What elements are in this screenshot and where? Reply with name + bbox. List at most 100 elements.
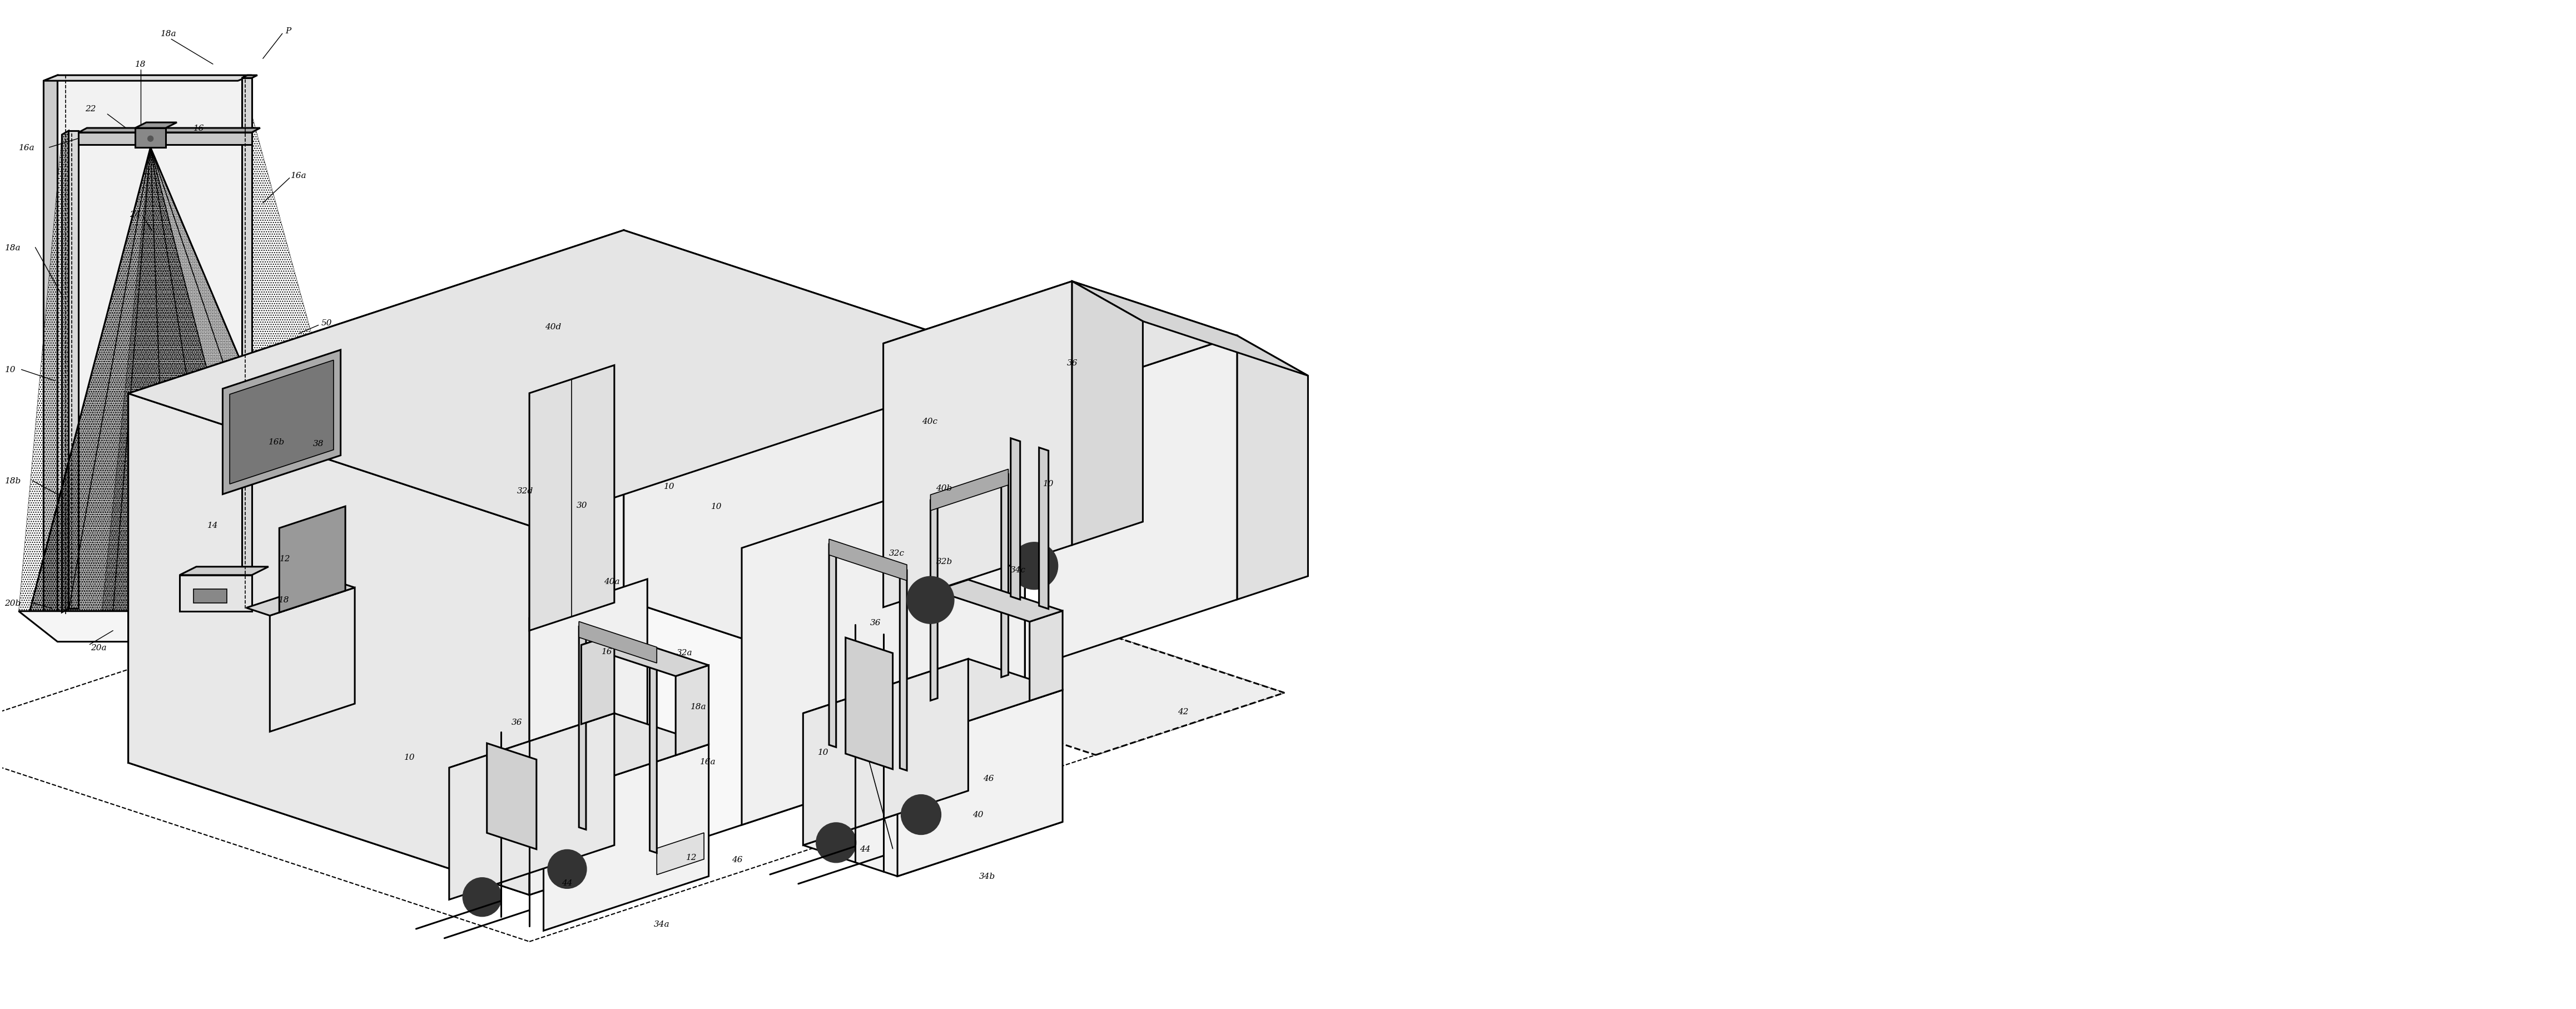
Text: 50: 50: [322, 319, 332, 327]
Text: 10: 10: [819, 749, 829, 756]
Polygon shape: [804, 659, 969, 846]
Polygon shape: [1072, 282, 1144, 545]
Polygon shape: [907, 416, 1025, 732]
Polygon shape: [580, 627, 585, 829]
Text: 40c: 40c: [922, 418, 938, 425]
Polygon shape: [531, 365, 613, 631]
Text: 16a: 16a: [18, 144, 33, 151]
Text: 32d: 32d: [518, 487, 533, 494]
Polygon shape: [649, 651, 657, 853]
Text: 16a: 16a: [291, 172, 307, 180]
Text: 16a: 16a: [701, 758, 716, 766]
Text: 10: 10: [711, 502, 721, 511]
Polygon shape: [1030, 611, 1064, 701]
Polygon shape: [930, 498, 938, 700]
Text: 32a: 32a: [677, 649, 693, 657]
Polygon shape: [270, 588, 355, 732]
Text: 36: 36: [871, 619, 881, 627]
Text: 16: 16: [603, 648, 613, 656]
Text: 46: 46: [732, 856, 742, 864]
Text: 12: 12: [281, 555, 291, 562]
Polygon shape: [884, 282, 1236, 399]
Polygon shape: [804, 659, 1064, 745]
Polygon shape: [531, 579, 647, 895]
Text: 44: 44: [562, 879, 572, 887]
Text: 10: 10: [404, 753, 415, 761]
Text: P: P: [286, 27, 291, 35]
Ellipse shape: [549, 850, 587, 889]
Polygon shape: [129, 231, 1025, 526]
Text: 36: 36: [510, 718, 523, 726]
Text: 38: 38: [314, 440, 325, 447]
Text: 36: 36: [1066, 359, 1077, 367]
Text: 20b: 20b: [5, 599, 21, 607]
Polygon shape: [582, 635, 708, 676]
Text: 30: 30: [577, 501, 587, 510]
Polygon shape: [180, 575, 252, 611]
Polygon shape: [180, 567, 268, 575]
Ellipse shape: [464, 878, 502, 916]
Polygon shape: [229, 360, 332, 484]
Text: 24: 24: [129, 211, 142, 218]
Polygon shape: [935, 580, 1064, 622]
Text: 34a: 34a: [654, 920, 670, 928]
Polygon shape: [193, 589, 227, 603]
Polygon shape: [623, 231, 1025, 732]
Polygon shape: [129, 599, 1025, 895]
Polygon shape: [129, 231, 623, 763]
Text: 10: 10: [5, 366, 15, 373]
Text: 10: 10: [1043, 479, 1054, 487]
Text: 10: 10: [665, 482, 675, 490]
Text: 46: 46: [984, 775, 994, 782]
Polygon shape: [742, 455, 1025, 825]
Polygon shape: [62, 131, 70, 612]
Text: 18a: 18a: [160, 30, 178, 38]
Polygon shape: [829, 545, 837, 748]
Text: 34c: 34c: [1010, 566, 1025, 573]
Text: 40b: 40b: [935, 484, 953, 492]
Polygon shape: [829, 540, 907, 581]
Polygon shape: [134, 123, 178, 128]
Polygon shape: [129, 394, 531, 895]
Polygon shape: [1038, 448, 1048, 609]
Polygon shape: [222, 350, 340, 494]
Text: 18b: 18b: [5, 477, 21, 484]
Text: 32b: 32b: [935, 558, 953, 566]
Text: 32c: 32c: [889, 550, 904, 557]
Polygon shape: [70, 131, 80, 608]
Text: 16b: 16b: [268, 438, 286, 446]
Polygon shape: [1236, 336, 1309, 599]
Polygon shape: [544, 745, 708, 930]
Text: 14: 14: [209, 522, 219, 529]
Polygon shape: [278, 507, 345, 612]
Polygon shape: [845, 638, 894, 769]
Ellipse shape: [907, 577, 953, 624]
Polygon shape: [80, 133, 252, 145]
Polygon shape: [804, 791, 1064, 877]
Text: 16: 16: [193, 124, 204, 132]
Polygon shape: [448, 713, 708, 799]
Ellipse shape: [147, 136, 152, 142]
Polygon shape: [675, 665, 708, 756]
Polygon shape: [448, 713, 613, 900]
Polygon shape: [896, 690, 1064, 877]
Polygon shape: [884, 282, 1072, 607]
Polygon shape: [242, 76, 258, 79]
Ellipse shape: [1010, 543, 1059, 589]
Text: 44: 44: [860, 845, 871, 853]
Polygon shape: [80, 128, 260, 133]
Text: 12: 12: [685, 854, 696, 862]
Polygon shape: [1072, 282, 1309, 376]
Polygon shape: [18, 611, 402, 642]
Polygon shape: [623, 538, 1285, 755]
Text: 40: 40: [971, 810, 984, 818]
Polygon shape: [487, 744, 536, 850]
Text: 18a: 18a: [5, 244, 21, 251]
Text: 20a: 20a: [90, 644, 106, 652]
Polygon shape: [582, 635, 613, 724]
Polygon shape: [580, 622, 657, 663]
Text: 18: 18: [137, 61, 147, 69]
Polygon shape: [242, 79, 252, 608]
Polygon shape: [44, 76, 252, 82]
Polygon shape: [899, 568, 907, 771]
